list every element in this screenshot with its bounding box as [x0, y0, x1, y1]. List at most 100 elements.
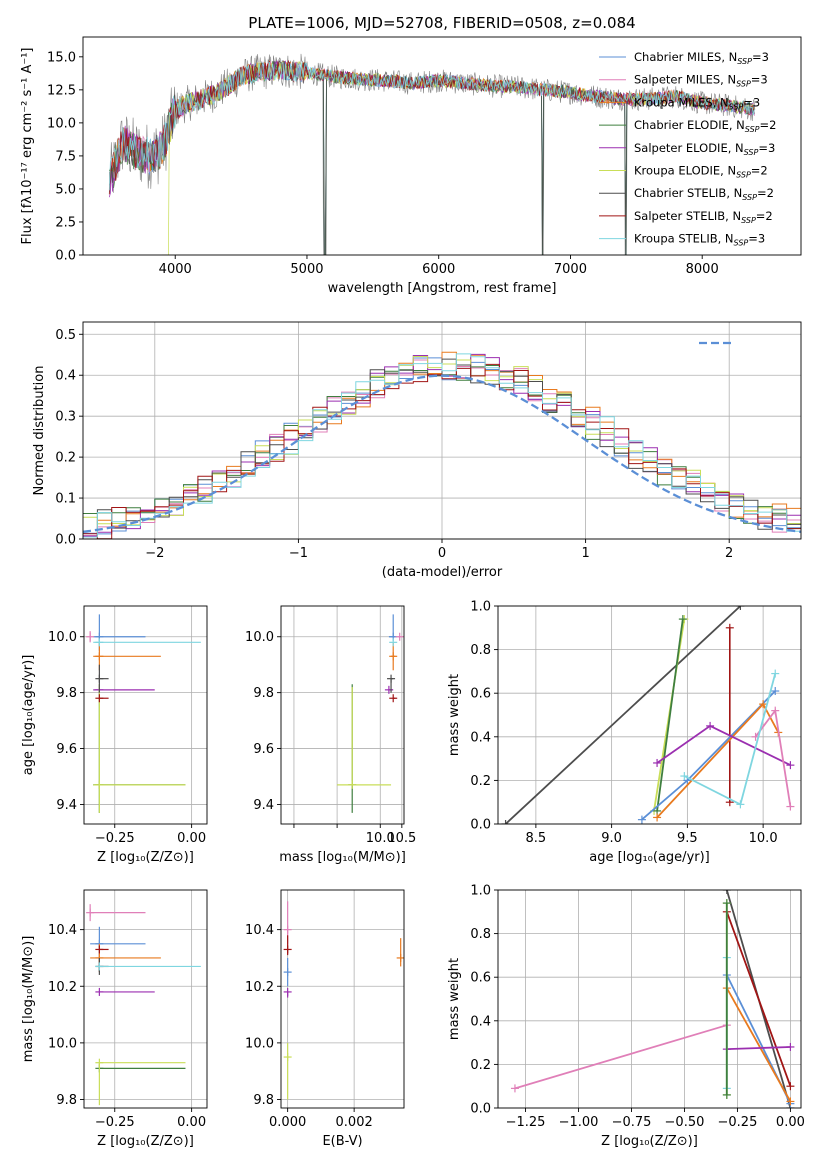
y-axis-label: mass weight [447, 674, 462, 756]
y-tick-label: 0.4 [55, 369, 76, 384]
mass-vs-metallicity-panel: −0.25 0.00 9.8 10.0 10.2 10.4 Z [log₁₀(Z/Z⊙)] m… [21, 889, 208, 1149]
y-tick-label: 9.8 [56, 686, 77, 701]
model-spectrum-line [108, 61, 755, 191]
x-tick-label: −0.25 [95, 831, 135, 846]
x-tick-label: 4000 [159, 262, 192, 277]
y-tick-label: 0.8 [470, 643, 491, 658]
mass-weight-vs-age-panel: 8.5 9.0 9.5 10.0 0.0 0.2 0.4 0.6 0.8 1.0 age [log₁… [447, 600, 802, 865]
y-tick-label: 10.0 [245, 630, 274, 645]
y-tick-label: 0.0 [55, 533, 76, 548]
x-tick-label: 8000 [686, 262, 719, 277]
x-tick-label: 0.00 [177, 831, 206, 846]
y-tick-label: 10.0 [47, 116, 76, 131]
y-tick-label: 0.2 [470, 774, 491, 789]
weight-line [504, 606, 742, 824]
x-tick-label: 0.00 [776, 1115, 805, 1130]
spectrum-panel: 4000 5000 6000 7000 8000 0.0 2.5 5.0 7.5 10.0 12.5… [20, 36, 802, 296]
axes-frame [280, 605, 405, 825]
y-tick-label: 7.5 [55, 149, 76, 164]
axes-frame [82, 321, 802, 540]
x-tick-label: 8.5 [526, 831, 547, 846]
mass-vs-extinction-panel: 0.000 0.002 9.8 10.0 10.2 10.4 E(B-V) [245, 889, 405, 1149]
plot-area [86, 614, 201, 813]
y-tick-label: 0.3 [55, 410, 76, 425]
x-tick-label: −1.00 [559, 1115, 599, 1130]
x-axis-label: wavelength [Angstrom, rest frame] [328, 281, 557, 296]
x-tick-label: 9.5 [677, 831, 698, 846]
weight-line [656, 618, 684, 812]
y-tick-label: 10.4 [245, 923, 274, 938]
y-tick-label: 9.8 [56, 1093, 77, 1108]
x-axis-label: Z [log₁₀(Z/Z⊙)] [601, 1134, 698, 1149]
y-tick-label: 10.0 [245, 1036, 274, 1051]
plot-area [510, 890, 795, 1108]
x-tick-label: −1.25 [506, 1115, 546, 1130]
axes-frame [497, 605, 802, 825]
weight-line [725, 911, 792, 1087]
y-tick-label: 12.5 [47, 83, 76, 98]
y-tick-label: 2.5 [55, 215, 76, 230]
x-tick-label: 9.0 [601, 831, 622, 846]
y-tick-label: 1.0 [470, 600, 491, 615]
x-tick-label: 1 [581, 546, 589, 561]
legend-label: Chabrier STELIB, NSSP=2 [634, 186, 774, 202]
axes-frame [83, 605, 208, 825]
y-tick-label: 0.0 [55, 249, 76, 264]
x-axis-label: Z [log₁₀(Z/Z⊙)] [97, 850, 194, 865]
figure-title: PLATE=1006, MJD=52708, FIBERID=0508, z=0… [248, 14, 635, 32]
weight-line [656, 702, 780, 819]
weight-line [726, 987, 792, 1102]
age-vs-metallicity-panel: −0.25 0.00 9.4 9.6 9.8 10.0 Z [log₁₀(Z/Z⊙)] age… [21, 605, 208, 865]
x-tick-label: 0.00 [177, 1115, 206, 1130]
x-axis-label: mass [log₁₀(M/M⊙)] [279, 850, 406, 865]
legend-label: Salpeter STELIB, NSSP=2 [634, 209, 773, 225]
axes-frame [280, 889, 405, 1109]
y-tick-label: 10.0 [48, 1036, 77, 1051]
y-tick-label: 0.6 [470, 971, 491, 986]
legend-label: Kroupa STELIB, NSSP=3 [634, 232, 765, 248]
y-tick-label: 0.0 [470, 1102, 491, 1117]
x-tick-label: 0.000 [269, 1115, 306, 1130]
x-tick-label: −0.25 [718, 1115, 758, 1130]
x-tick-label: 10.0 [749, 831, 778, 846]
y-tick-label: 10.4 [48, 923, 77, 938]
axes-frame [83, 889, 208, 1109]
x-axis-label: Z [log₁₀(Z/Z⊙)] [97, 1134, 194, 1149]
y-tick-label: 1.0 [470, 884, 491, 899]
axes-frame [497, 889, 802, 1109]
x-tick-label: 10.0 [366, 831, 395, 846]
x-tick-label: 0.002 [336, 1115, 373, 1130]
y-axis-label: age [log₁₀(age/yr)] [21, 655, 36, 776]
plot-area [283, 901, 404, 1100]
plot-area [337, 614, 404, 813]
y-tick-label: 9.8 [253, 686, 274, 701]
x-tick-label: −0.75 [612, 1115, 652, 1130]
y-tick-label: 0.2 [55, 451, 76, 466]
y-tick-label: 9.8 [253, 1093, 274, 1108]
y-tick-label: 0.2 [470, 1058, 491, 1073]
weight-line [514, 1024, 728, 1090]
legend: Chabrier MILES, NSSP=3 Salpeter MILES, NS… [599, 50, 776, 248]
legend-label: Kroupa MILES, NSSP=3 [634, 95, 760, 111]
y-tick-label: 0.6 [470, 687, 491, 702]
normal-distribution-curve [83, 374, 801, 533]
plot-area [108, 53, 756, 255]
x-tick-label: −0.25 [95, 1115, 135, 1130]
y-axis-label: mass weight [447, 958, 462, 1040]
model-spectrum-line [108, 59, 755, 195]
legend-label: Chabrier ELODIE, NSSP=2 [634, 118, 776, 134]
y-tick-label: 10.0 [48, 630, 77, 645]
weight-line [726, 1046, 791, 1050]
legend-label: Salpeter ELODIE, NSSP=3 [634, 141, 775, 157]
mass-weight-vs-metallicity-panel: −1.25 −1.00 −0.75 −0.50 −0.25 0.00 0.0 0.2 0.4 0.… [447, 884, 805, 1150]
x-tick-label: −0.50 [665, 1115, 705, 1130]
plot-area [501, 606, 795, 824]
x-axis-label: age [log₁₀(age/yr)] [589, 850, 710, 865]
x-tick-label: 7000 [554, 262, 587, 277]
y-tick-label: 0.4 [470, 1014, 491, 1029]
y-tick-label: 0.0 [470, 818, 491, 833]
x-tick-label: −1 [289, 546, 308, 561]
legend-label: Salpeter MILES, NSSP=3 [634, 73, 768, 89]
x-tick-label: 5000 [290, 262, 323, 277]
